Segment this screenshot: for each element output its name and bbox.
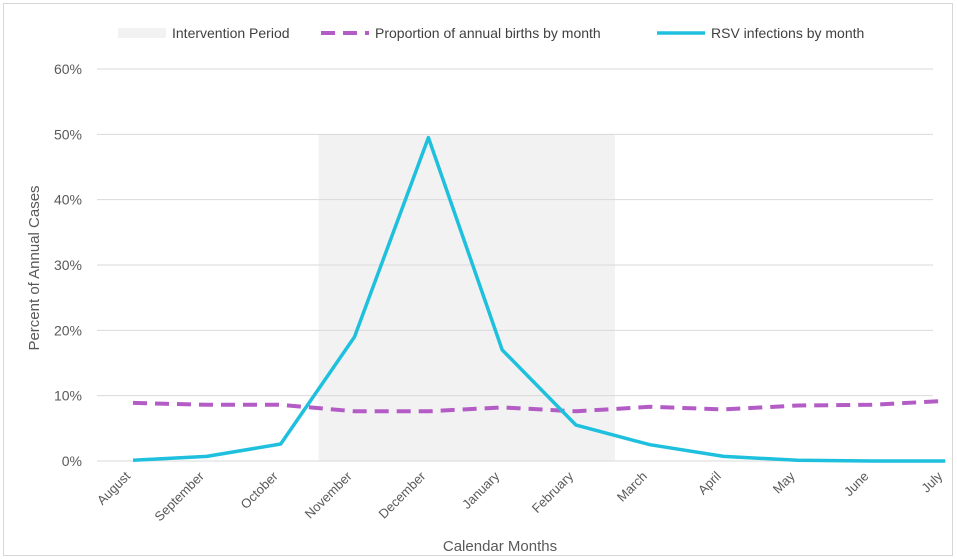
x-tick-label: December (375, 468, 428, 521)
y-tick-label: 50% (54, 126, 82, 142)
x-tick-label: April (695, 468, 724, 497)
x-tick-label: August (94, 468, 133, 507)
x-tick-label: February (529, 468, 577, 516)
x-tick-label: May (770, 468, 798, 496)
x-tick-label: January (459, 468, 503, 512)
y-tick-label: 0% (62, 453, 82, 469)
series-line (132, 398, 946, 414)
y-tick-label: 30% (54, 257, 82, 273)
gridlines (97, 68, 933, 397)
x-tick-label: November (302, 468, 355, 521)
y-axis-title: Percent of Annual Cases (26, 185, 43, 350)
y-tick-label: 40% (54, 192, 82, 208)
series-line (132, 135, 946, 463)
legend-label: Proportion of annual births by month (375, 25, 601, 41)
x-tick-label: June (841, 469, 872, 500)
x-axis-ticks: August September October November December Ja… (94, 468, 946, 524)
series-lines (132, 135, 946, 463)
x-tick-label: July (918, 468, 945, 495)
y-tick-label: 20% (54, 322, 82, 338)
x-tick-label: March (614, 469, 650, 505)
x-tick-label: October (237, 468, 281, 512)
legend: Intervention Period Proportion of annual … (118, 25, 864, 41)
y-axis-ticks: 0% 10% 20% 30% 40% 50% 60% (54, 61, 82, 469)
x-tick-label: September (151, 468, 207, 524)
y-tick-label: 60% (54, 61, 82, 77)
x-axis-title: Calendar Months (443, 538, 557, 555)
legend-label: Intervention Period (172, 25, 290, 41)
y-tick-label: 10% (54, 388, 82, 404)
legend-swatch-shade (118, 28, 166, 38)
legend-label: RSV infections by month (711, 25, 864, 41)
